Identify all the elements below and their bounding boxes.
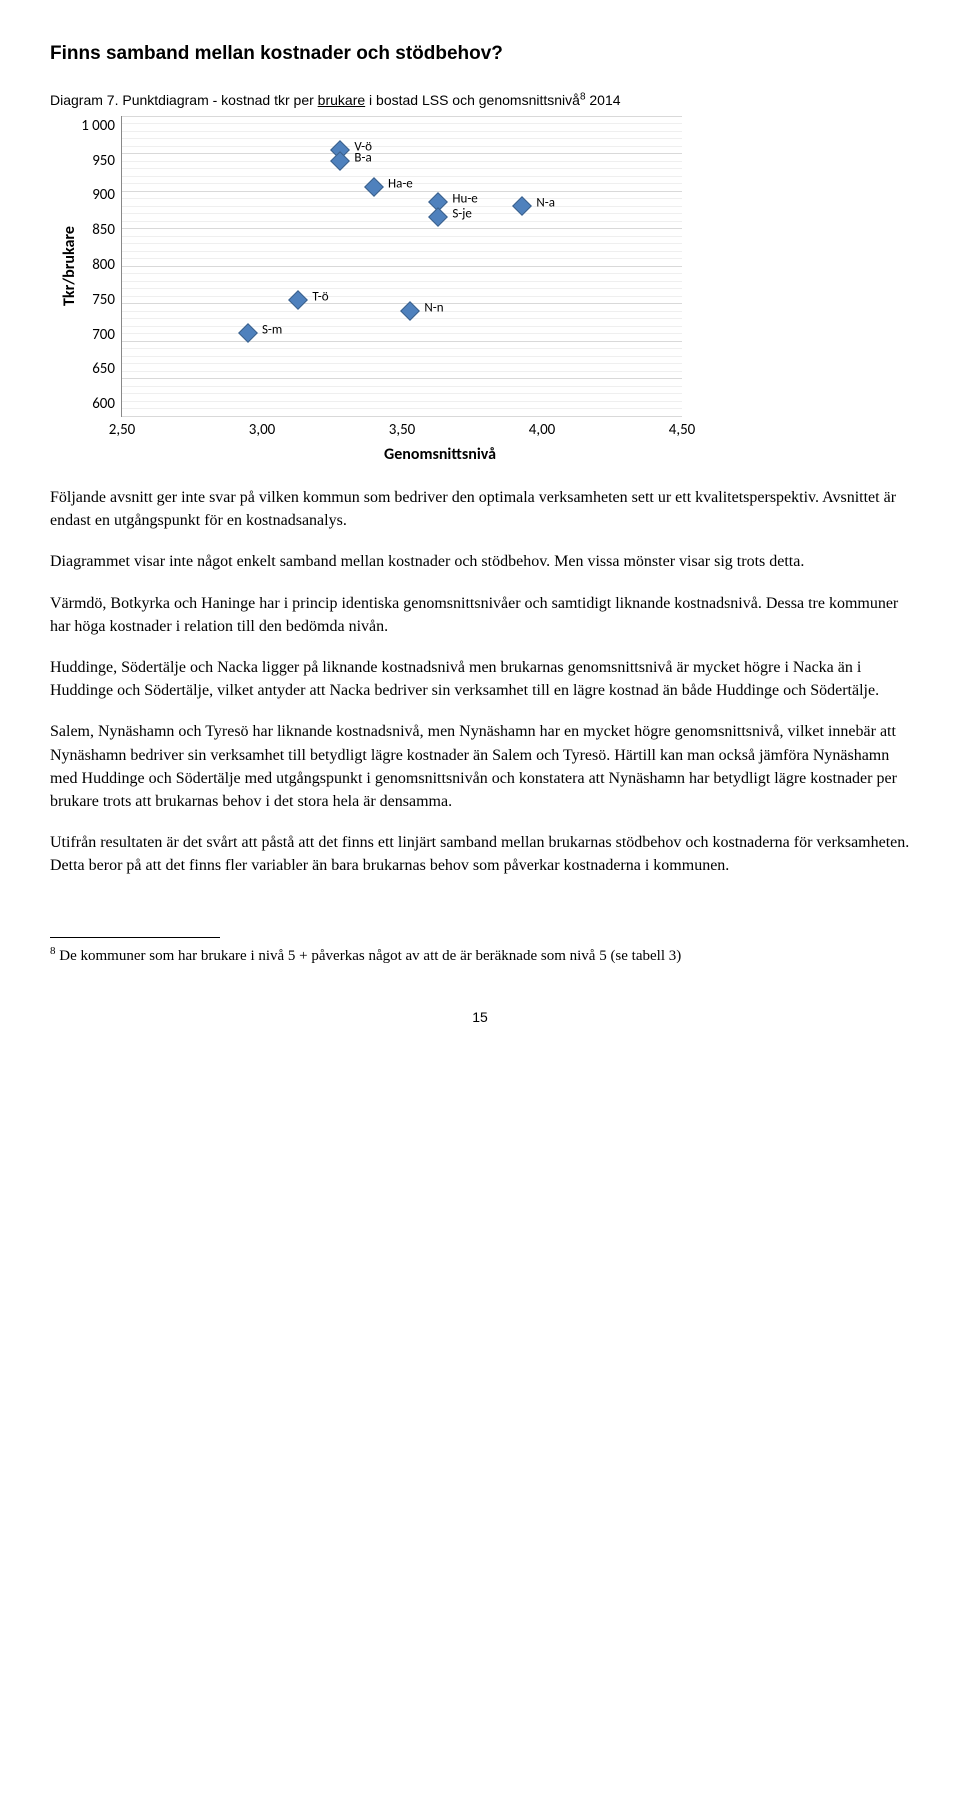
data-point — [428, 207, 448, 227]
gridline-major — [122, 378, 682, 379]
y-tick-label: 700 — [81, 325, 115, 347]
gridline-minor — [122, 408, 682, 409]
gridline-minor — [122, 138, 682, 139]
data-point — [364, 177, 384, 197]
gridline-minor — [122, 168, 682, 169]
footnote-text: De kommuner som har brukare i nivå 5 + p… — [56, 948, 682, 964]
paragraph-3: Värmdö, Botkyrka och Haninge har i princ… — [50, 592, 910, 638]
x-tick-label: 2,50 — [109, 416, 136, 442]
gridline-major — [122, 116, 682, 117]
gridline-minor — [122, 236, 682, 237]
x-tick-label: 4,00 — [529, 416, 556, 442]
gridline-minor — [122, 296, 682, 297]
y-tick-label: 950 — [81, 151, 115, 173]
gridline-minor — [122, 198, 682, 199]
gridline-major — [122, 153, 682, 154]
paragraph-5: Salem, Nynäshamn och Tyresö har liknande… — [50, 720, 910, 813]
x-axis-label: Genomsnittsnivå — [130, 443, 750, 466]
data-point-label: S-je — [452, 206, 471, 225]
paragraph-6: Utifrån resultaten är det svårt att påst… — [50, 831, 910, 877]
data-point — [288, 290, 308, 310]
chart-caption: Diagram 7. Punktdiagram - kostnad tkr pe… — [50, 90, 910, 110]
gridline-minor — [122, 333, 682, 334]
gridline-minor — [122, 386, 682, 387]
caption-year: 2014 — [586, 92, 621, 108]
gridline-minor — [122, 288, 682, 289]
paragraph-4: Huddinge, Södertälje och Nacka ligger på… — [50, 656, 910, 702]
gridline-minor — [122, 146, 682, 147]
caption-prefix: Diagram 7. Punktdiagram - kostnad tkr pe… — [50, 92, 318, 108]
gridline-minor — [122, 401, 682, 402]
gridline-major — [122, 266, 682, 267]
gridline-minor — [122, 281, 682, 282]
data-point-label: B-a — [354, 149, 371, 168]
gridline-minor — [122, 318, 682, 319]
caption-underlined: brukare — [318, 92, 365, 108]
y-axis-ticks: 1 000 950 900 850 800 750 700 650 600 — [81, 116, 121, 416]
gridline-minor — [122, 258, 682, 259]
gridline-minor — [122, 348, 682, 349]
y-tick-label: 650 — [81, 359, 115, 381]
paragraph-1: Följande avsnitt ger inte svar på vilken… — [50, 486, 910, 532]
gridline-major — [122, 341, 682, 342]
scatter-chart: Tkr/brukare 1 000 950 900 850 800 750 700 650 60… — [50, 116, 750, 466]
y-tick-label: 850 — [81, 220, 115, 242]
gridline-minor — [122, 363, 682, 364]
gridline-minor — [122, 326, 682, 327]
y-tick-label: 600 — [81, 394, 115, 416]
gridline-minor — [122, 206, 682, 207]
gridline-major — [122, 228, 682, 229]
x-tick-label: 4,50 — [669, 416, 696, 442]
data-point-label: S-m — [262, 322, 282, 341]
data-point-label: Ha-e — [388, 176, 413, 195]
paragraph-2: Diagrammet visar inte något enkelt samba… — [50, 550, 910, 573]
x-tick-label: 3,00 — [249, 416, 276, 442]
gridline-minor — [122, 393, 682, 394]
y-tick-label: 750 — [81, 290, 115, 312]
gridline-minor — [122, 356, 682, 357]
gridline-minor — [122, 251, 682, 252]
gridline-minor — [122, 161, 682, 162]
y-axis-label: Tkr/brukare — [50, 116, 81, 417]
y-tick-label: 800 — [81, 255, 115, 277]
x-tick-label: 3,50 — [389, 416, 416, 442]
footnote-rule — [50, 937, 220, 938]
page-heading: Finns samband mellan kostnader och stödb… — [50, 40, 910, 68]
plot-area: 2,503,003,504,004,50V-öB-aHa-eHu-eS-jeN-… — [121, 116, 682, 417]
gridline-minor — [122, 131, 682, 132]
gridline-minor — [122, 221, 682, 222]
data-point-label: T-ö — [312, 288, 328, 307]
gridline-minor — [122, 371, 682, 372]
gridline-major — [122, 303, 682, 304]
y-tick-label: 1 000 — [81, 116, 115, 138]
data-point-label: N-a — [536, 194, 555, 213]
caption-rest: i bostad LSS och genomsnittsnivå — [365, 92, 580, 108]
footnote: 8 De kommuner som har brukare i nivå 5 +… — [50, 944, 910, 966]
gridline-minor — [122, 213, 682, 214]
page-number: 15 — [50, 1007, 910, 1027]
gridline-minor — [122, 243, 682, 244]
gridline-minor — [122, 273, 682, 274]
y-tick-label: 900 — [81, 185, 115, 207]
data-point-label: N-n — [424, 299, 443, 318]
gridline-minor — [122, 123, 682, 124]
